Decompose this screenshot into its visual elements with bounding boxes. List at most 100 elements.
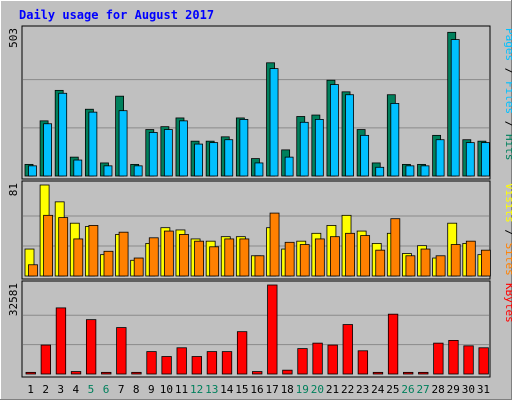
bar-sites [179,234,189,277]
panel-frame [21,25,491,180]
bar-kbytes [70,371,82,375]
bar-sites [314,238,325,277]
day-label: 10 [160,383,173,396]
bar-files [73,159,83,177]
day-label: 13 [205,383,218,396]
bar-kbytes [146,351,157,375]
bar-files [58,92,68,177]
bar-files [360,134,370,177]
day-label: 2 [42,383,49,396]
bar-files [481,142,490,177]
day-label: 16 [250,383,263,396]
bar-sites [224,238,235,277]
bar-files [148,132,158,177]
bar-kbytes [297,348,308,375]
panel-legend: KBytes [503,283,512,323]
panel-ymax-label: 81 [7,183,20,196]
legend-separator: / [503,114,512,134]
day-label: 21 [326,383,339,396]
bar-kbytes [191,356,202,375]
day-label: 3 [57,383,64,396]
day-label: 30 [462,383,475,396]
bar-files [43,123,52,177]
bar-files [209,142,219,177]
day-label: 6 [103,383,110,396]
legend-separator: / [503,223,512,243]
day-label: 1 [27,383,34,396]
bar-kbytes [85,319,97,375]
bar-files [405,165,415,177]
bar-kbytes [448,340,459,375]
bar-files [450,39,460,177]
day-label: 18 [281,383,294,396]
bar-kbytes [40,344,51,375]
day-label: 26 [401,383,414,396]
day-label: 8 [133,383,140,396]
bar-files [118,110,128,177]
day-labels: 1 2 3 4 5 6 7 8 9 10 11 12 13 14 15 16 17 18 19 20 21 22 23 24 2… [27,383,490,396]
day-label: 22 [341,383,354,396]
bar-kbytes [252,371,263,375]
panel-hits-files: 503 Pages / Files / Hits [7,25,512,180]
bar-files [103,165,113,177]
bar-files [314,118,324,177]
bar-kbytes [267,284,278,375]
bar-kbytes [478,347,489,375]
bar-sites [88,225,99,277]
bar-sites [118,231,129,277]
day-label: 7 [118,383,125,396]
bar-sites [163,230,174,277]
day-label: 27 [416,383,429,396]
legend-visits: Visits [503,183,512,223]
day-label: 11 [175,383,188,396]
bar-sites [28,264,38,277]
bar-sites [450,244,461,277]
bar-kbytes [403,371,414,375]
bar-kbytes [433,342,444,375]
bar-kbytes [327,344,338,375]
bar-files [284,156,294,177]
bar-files [88,111,98,177]
panel-frame [21,280,491,378]
panel-ymax-label: 32581 [7,283,20,316]
bar-files [254,162,264,177]
bar-sites [133,257,144,277]
bar-kbytes [221,351,233,375]
bar-files [163,129,173,177]
day-label: 5 [88,383,95,396]
day-label: 14 [220,383,234,396]
bar-files [420,165,430,177]
bar-sites [43,214,53,277]
chart-title: Daily usage for August 2017 [19,8,214,22]
bar-kbytes [418,371,429,375]
bar-sites [299,244,310,277]
bar-sites [239,238,250,277]
bar-kbytes [161,356,172,375]
bar-files [239,118,249,177]
bar-sites [148,237,159,277]
bar-kbytes [206,351,218,375]
bar-kbytes [116,327,127,375]
bar-files [375,166,385,177]
bar-sites [375,249,386,277]
bar-kbytes [131,371,142,375]
day-label: 20 [311,383,324,396]
legend-hits: Hits [503,134,512,161]
day-label: 25 [386,383,399,396]
bar-files [345,94,354,177]
bar-sites [254,255,265,277]
day-label: 23 [356,383,369,396]
bar-sites [360,235,371,277]
panel-sites-visits: 81 Visits / Sites [7,180,512,280]
bar-sites [194,240,204,277]
legend-sites: Sites [503,243,512,276]
legend-pages: Pages [503,28,512,61]
bar-sites [405,255,416,277]
panel-kbytes: 32581 KBytes [7,280,512,378]
bar-sites [73,238,84,277]
day-label: 19 [296,383,309,396]
day-label: 28 [432,383,445,396]
bar-kbytes [236,331,248,375]
bar-files [224,139,234,177]
